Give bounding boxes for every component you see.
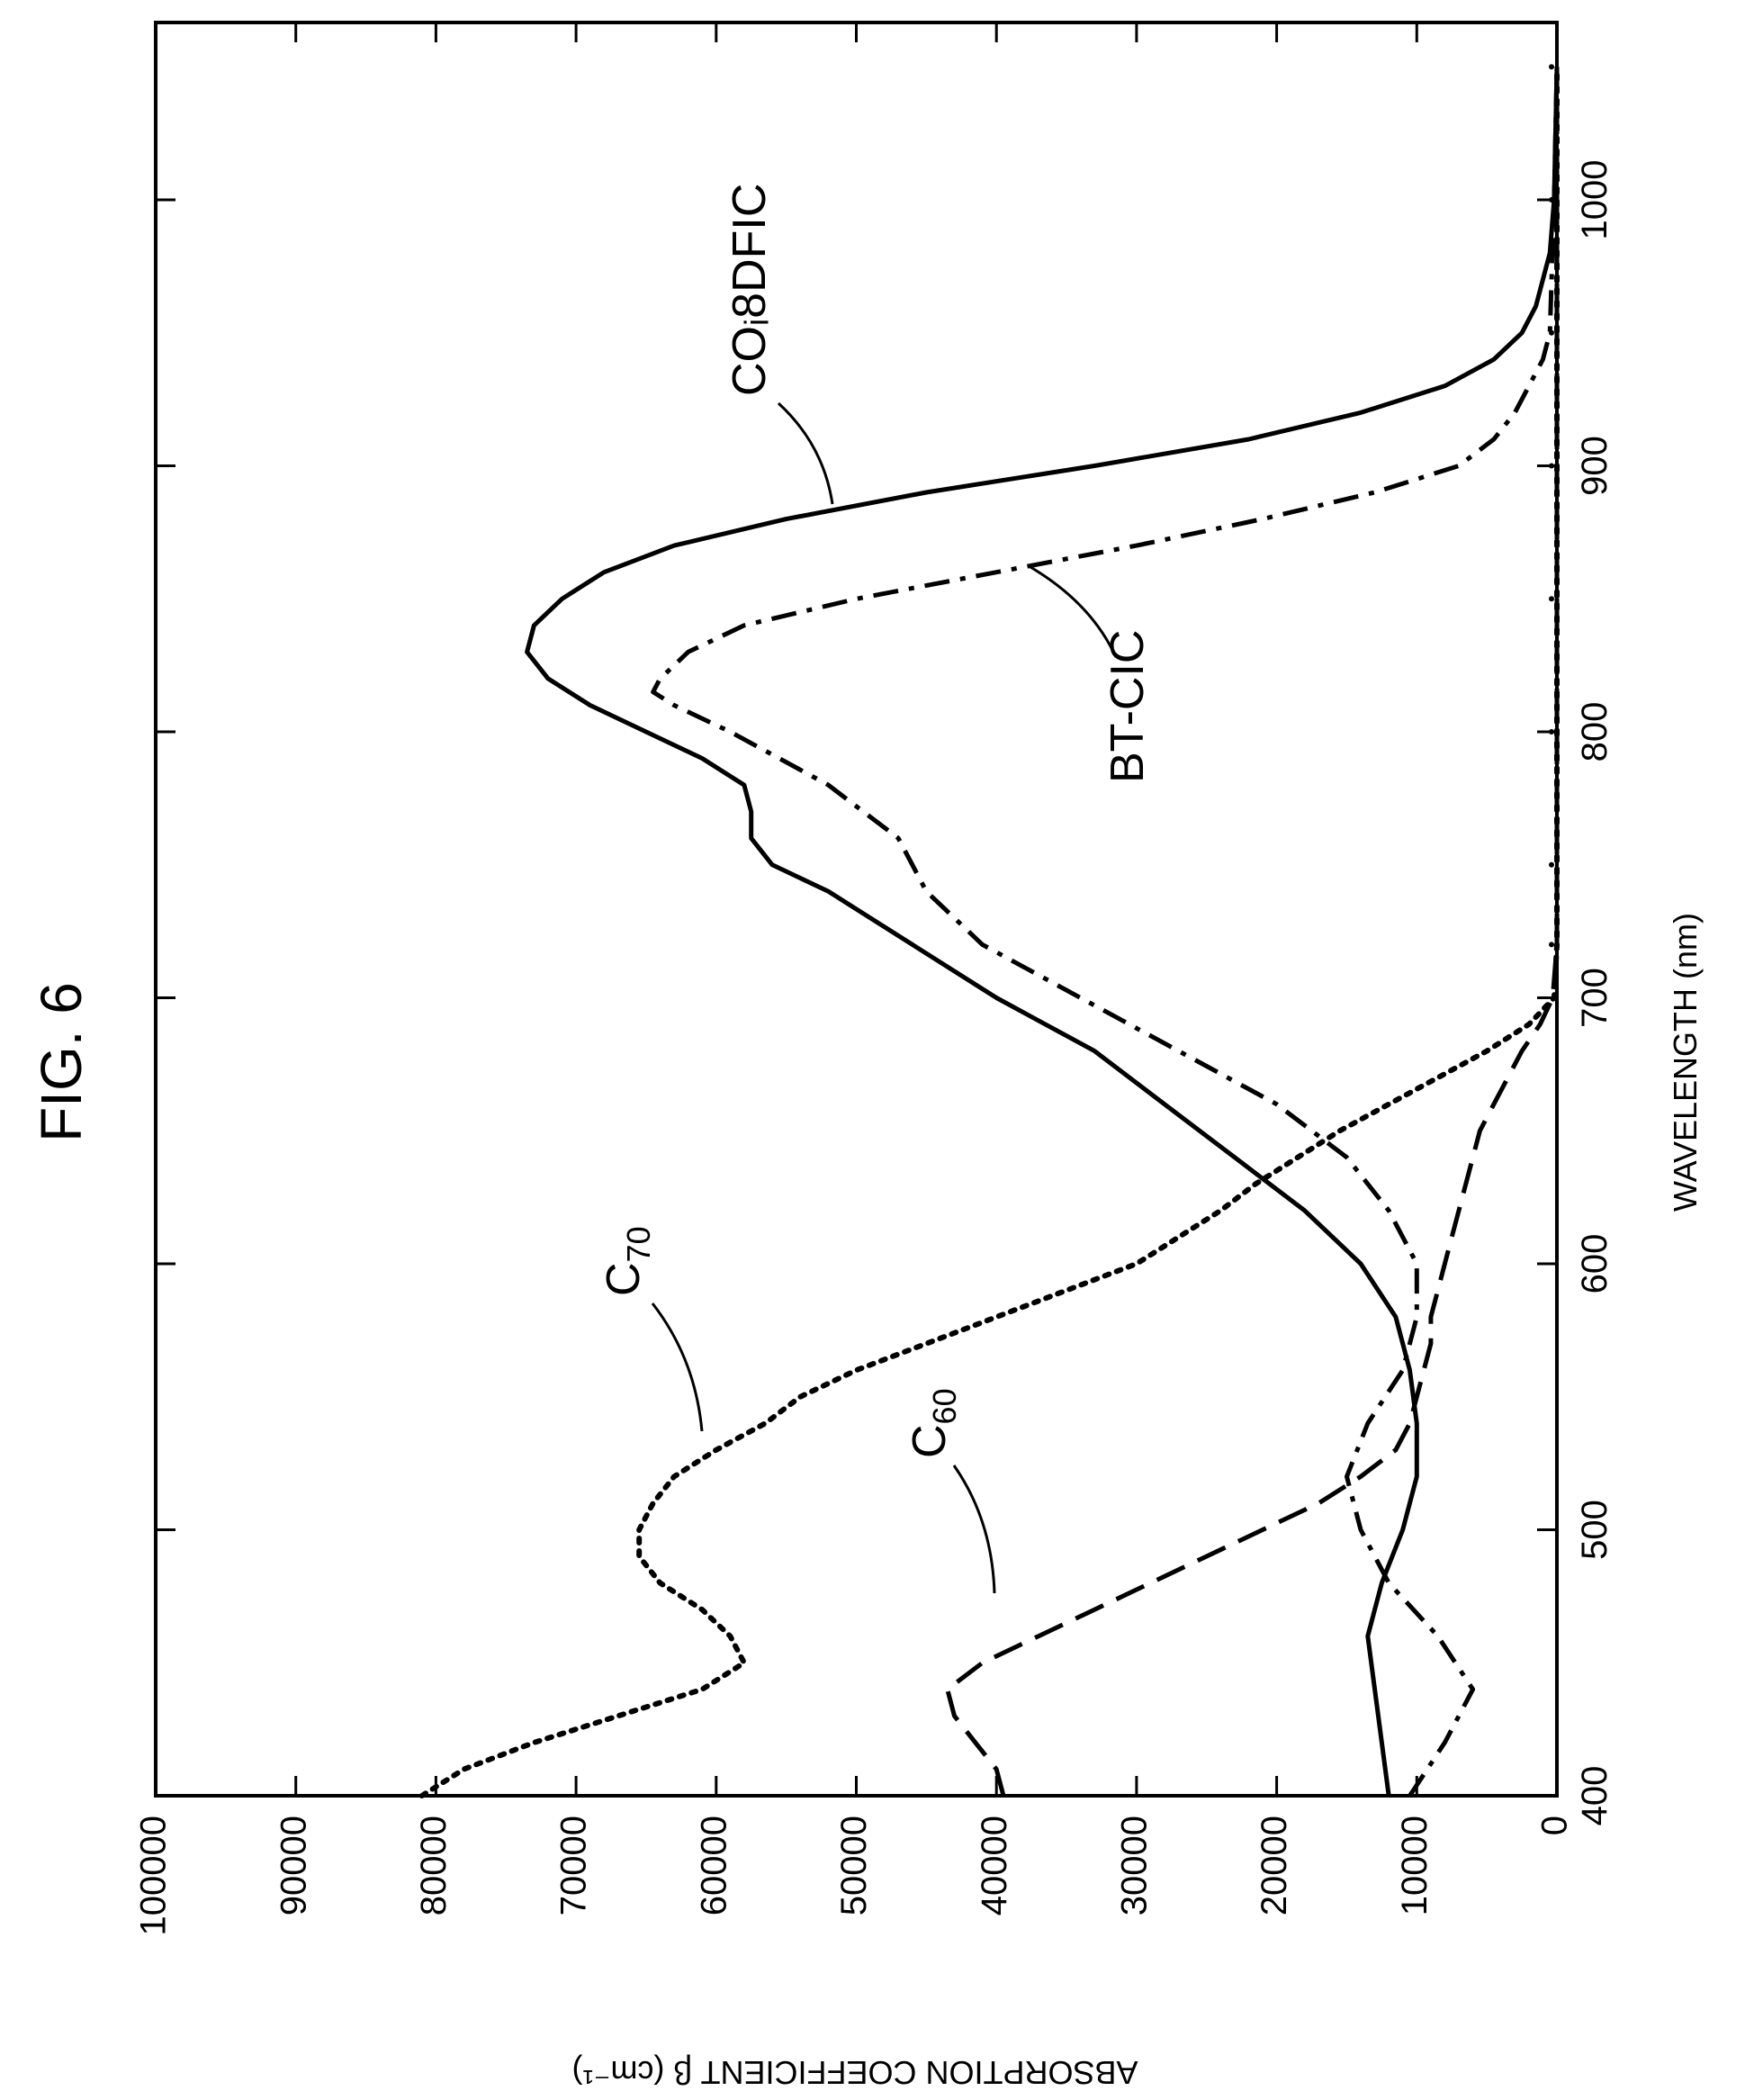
series-line-bt-cic: [651, 67, 1560, 1798]
series-labels: C70 C60 COᵢ8DFIC BT-CIC: [598, 184, 1154, 1594]
y-tick-label: 10000: [1395, 1816, 1435, 1915]
series-line-c70: [418, 64, 1560, 1798]
baseline-point: [1549, 329, 1554, 336]
baseline-point: [1549, 861, 1554, 868]
baseline-point: [1549, 64, 1554, 70]
x-axis-ticks: 400 500 600 700 800 900 1000: [156, 160, 1615, 1826]
leader-line-co8dfic: [777, 401, 834, 505]
baseline-point: [1549, 942, 1554, 948]
series-label-co8dfic: COᵢ8DFIC: [724, 184, 776, 396]
baseline-point: [1549, 463, 1554, 469]
baseline-point: [1549, 729, 1554, 735]
x-tick-label: 500: [1575, 1500, 1615, 1560]
y-tick-label: 70000: [554, 1816, 594, 1915]
y-tick-label: 60000: [694, 1816, 733, 1915]
y-tick-label: 0: [1535, 1816, 1575, 1835]
x-tick-label: 900: [1575, 436, 1615, 496]
series-line-c60: [945, 67, 1560, 1797]
y-tick-label: 50000: [834, 1816, 874, 1915]
leader-line-c60: [952, 1465, 996, 1594]
x-tick-label: 400: [1575, 1766, 1615, 1826]
y-tick-label: 40000: [975, 1816, 1014, 1915]
series-line-co-8dfic: [525, 67, 1560, 1797]
y-axis-ticks: 0 10000 20000 30000 40000 50000 60000 70000 8000…: [134, 23, 1575, 1935]
x-tick-label: 800: [1575, 702, 1615, 762]
x-axis-label: WAVELENGTH (nm): [1667, 913, 1704, 1212]
y-tick-label: 80000: [414, 1816, 454, 1915]
x-tick-label: 700: [1575, 968, 1615, 1028]
leader-line-c70: [651, 1302, 704, 1432]
series-label-c60: C60: [904, 1388, 963, 1458]
y-tick-label: 90000: [274, 1816, 313, 1915]
baseline-point: [1549, 197, 1554, 203]
x-tick-label: 600: [1575, 1234, 1615, 1294]
x-tick-label: 1000: [1575, 160, 1615, 240]
series-layer: [418, 64, 1560, 1798]
baseline-point: [1549, 596, 1554, 602]
y-tick-label: 30000: [1114, 1816, 1154, 1915]
series-label-c70: C70: [598, 1226, 657, 1296]
leader-line-bt-cic: [1030, 565, 1118, 658]
y-tick-label: 20000: [1255, 1816, 1294, 1915]
series-label-bt-cic: BT-CIC: [1102, 630, 1154, 783]
y-axis-label: ABSORPTION COEFFICIENT β (cm⁻¹): [571, 2054, 1138, 2091]
y-tick-label: 100000: [134, 1816, 174, 1935]
figure-title: FIG. 6: [29, 982, 94, 1142]
